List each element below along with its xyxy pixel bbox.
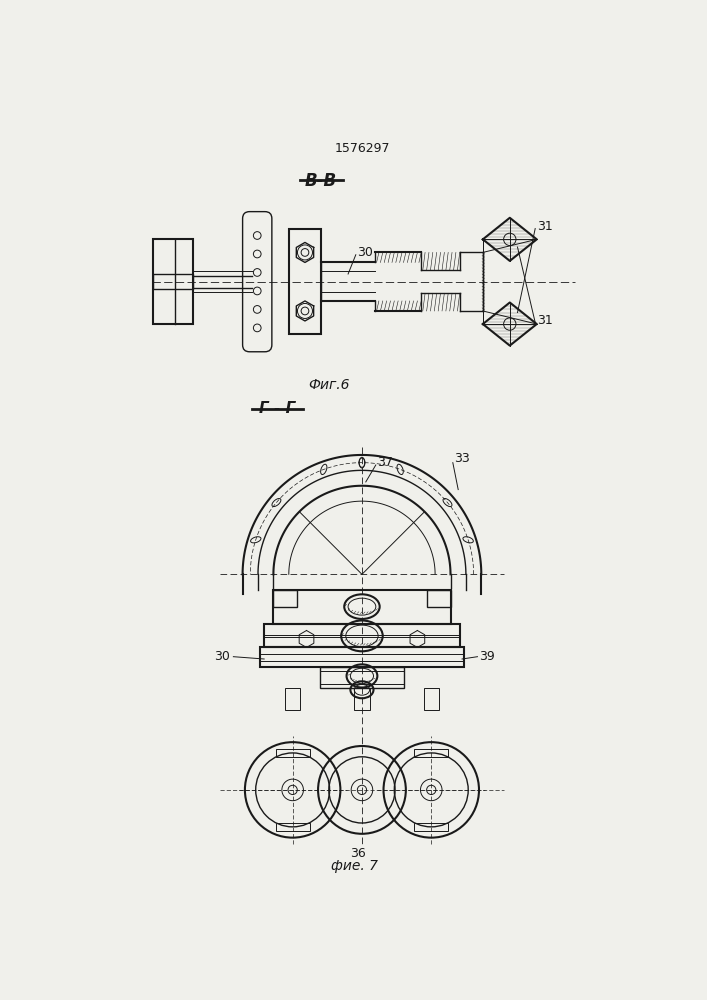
Text: 37: 37: [378, 456, 393, 469]
Bar: [276, 823, 310, 831]
Bar: [320, 667, 404, 688]
Bar: [260, 647, 464, 667]
Bar: [428, 590, 450, 607]
Text: фие. 7: фие. 7: [331, 859, 378, 873]
Text: 31: 31: [537, 314, 552, 327]
Text: 36: 36: [350, 847, 366, 860]
Text: 39: 39: [479, 650, 495, 663]
Bar: [423, 688, 439, 710]
Text: 30: 30: [214, 650, 230, 663]
Bar: [264, 624, 460, 647]
Bar: [153, 274, 193, 289]
Text: B-B: B-B: [305, 172, 337, 190]
Text: Г - Г: Г - Г: [259, 401, 296, 416]
Bar: [354, 688, 370, 710]
Text: 1576297: 1576297: [334, 142, 390, 155]
Text: Фиг.6: Фиг.6: [308, 378, 349, 392]
Text: 30: 30: [357, 246, 373, 259]
Bar: [285, 688, 300, 710]
Bar: [274, 590, 296, 607]
Bar: [414, 823, 448, 831]
Bar: [274, 590, 450, 624]
Bar: [153, 239, 193, 324]
Text: 33: 33: [455, 452, 470, 465]
Bar: [276, 749, 310, 757]
Text: 31: 31: [537, 220, 552, 233]
Bar: [414, 749, 448, 757]
Bar: [288, 229, 321, 334]
